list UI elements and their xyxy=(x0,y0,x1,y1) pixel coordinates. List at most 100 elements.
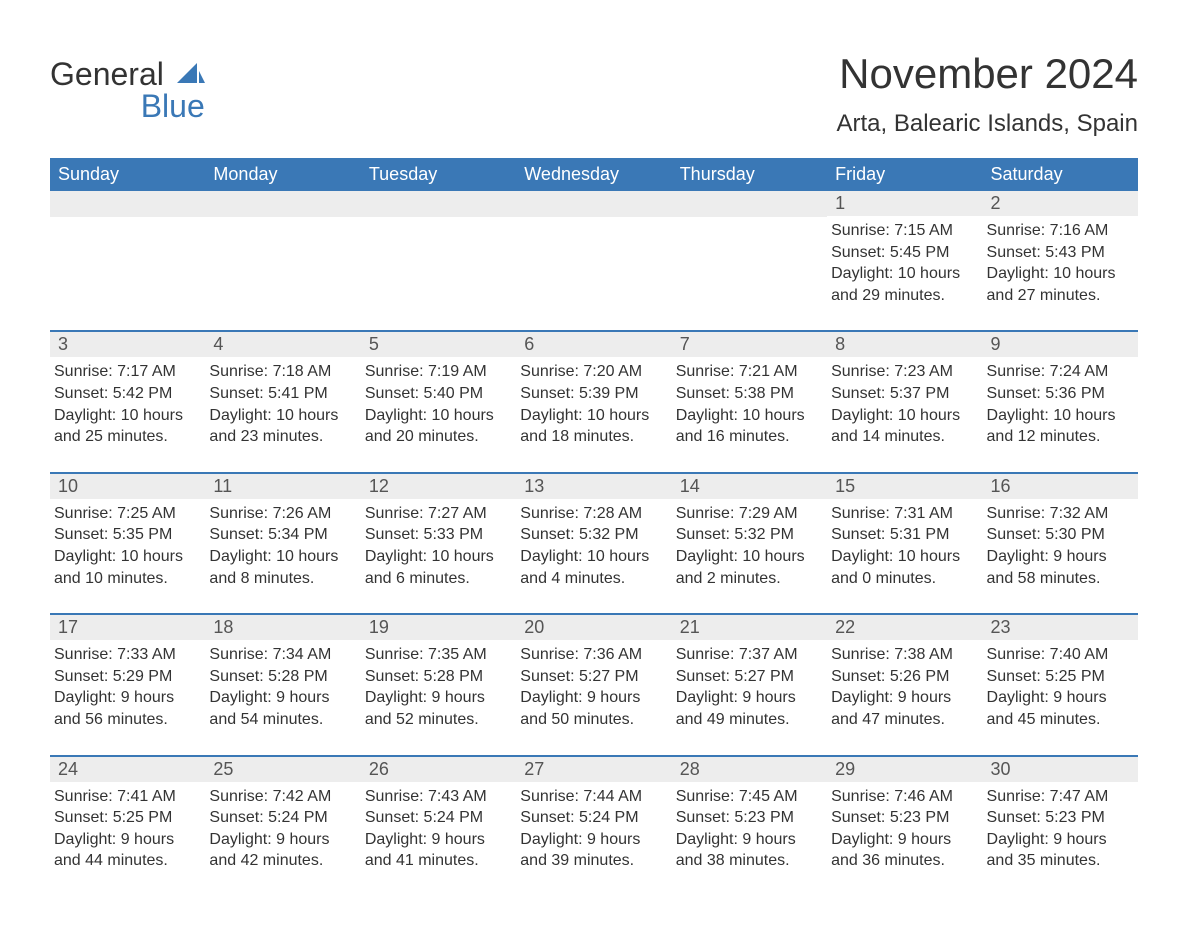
day-body: Sunrise: 7:36 AMSunset: 5:27 PMDaylight:… xyxy=(516,640,671,754)
brand-logo: General Blue xyxy=(50,58,205,122)
calendar-cell: 26Sunrise: 7:43 AMSunset: 5:24 PMDayligh… xyxy=(361,756,516,896)
calendar-week: 10Sunrise: 7:25 AMSunset: 5:35 PMDayligh… xyxy=(50,473,1138,614)
calendar-page: General Blue November 2024 Arta, Baleari… xyxy=(0,0,1188,936)
day-number: 9 xyxy=(983,332,1138,357)
daylight-line-1: Daylight: 10 hours xyxy=(831,263,974,285)
calendar-cell: 22Sunrise: 7:38 AMSunset: 5:26 PMDayligh… xyxy=(827,614,982,755)
calendar-cell: 24Sunrise: 7:41 AMSunset: 5:25 PMDayligh… xyxy=(50,756,205,896)
sunrise-line: Sunrise: 7:18 AM xyxy=(209,361,352,383)
day-number: 20 xyxy=(516,615,671,640)
sunrise-line: Sunrise: 7:15 AM xyxy=(831,220,974,242)
sunrise-line: Sunrise: 7:16 AM xyxy=(987,220,1130,242)
col-thursday: Thursday xyxy=(672,158,827,191)
sunrise-line: Sunrise: 7:47 AM xyxy=(987,786,1130,808)
day-number: 19 xyxy=(361,615,516,640)
day-body: Sunrise: 7:43 AMSunset: 5:24 PMDaylight:… xyxy=(361,782,516,896)
calendar-cell: 27Sunrise: 7:44 AMSunset: 5:24 PMDayligh… xyxy=(516,756,671,896)
daylight-line-1: Daylight: 9 hours xyxy=(676,829,819,851)
daylight-line-2: and 45 minutes. xyxy=(987,709,1130,731)
sunrise-line: Sunrise: 7:19 AM xyxy=(365,361,508,383)
sunset-line: Sunset: 5:30 PM xyxy=(987,524,1130,546)
day-number: 4 xyxy=(205,332,360,357)
daylight-line-1: Daylight: 10 hours xyxy=(831,405,974,427)
sunrise-line: Sunrise: 7:43 AM xyxy=(365,786,508,808)
day-body: Sunrise: 7:16 AMSunset: 5:43 PMDaylight:… xyxy=(983,216,1138,330)
sunset-line: Sunset: 5:23 PM xyxy=(676,807,819,829)
daylight-line-1: Daylight: 9 hours xyxy=(987,687,1130,709)
sunset-line: Sunset: 5:25 PM xyxy=(54,807,197,829)
daylight-line-2: and 14 minutes. xyxy=(831,426,974,448)
calendar-cell: 12Sunrise: 7:27 AMSunset: 5:33 PMDayligh… xyxy=(361,473,516,614)
day-body: Sunrise: 7:37 AMSunset: 5:27 PMDaylight:… xyxy=(672,640,827,754)
sunset-line: Sunset: 5:28 PM xyxy=(365,666,508,688)
daylight-line-1: Daylight: 9 hours xyxy=(831,829,974,851)
calendar-week: 24Sunrise: 7:41 AMSunset: 5:25 PMDayligh… xyxy=(50,756,1138,896)
day-number: 1 xyxy=(827,191,982,216)
day-body: Sunrise: 7:26 AMSunset: 5:34 PMDaylight:… xyxy=(205,499,360,613)
daylight-line-2: and 41 minutes. xyxy=(365,850,508,872)
day-body: Sunrise: 7:40 AMSunset: 5:25 PMDaylight:… xyxy=(983,640,1138,754)
day-body-empty xyxy=(516,217,671,327)
daylight-line-2: and 6 minutes. xyxy=(365,568,508,590)
sunset-line: Sunset: 5:29 PM xyxy=(54,666,197,688)
day-number: 11 xyxy=(205,474,360,499)
calendar-cell: 6Sunrise: 7:20 AMSunset: 5:39 PMDaylight… xyxy=(516,331,671,472)
day-body: Sunrise: 7:33 AMSunset: 5:29 PMDaylight:… xyxy=(50,640,205,754)
daylight-line-1: Daylight: 9 hours xyxy=(676,687,819,709)
daylight-line-1: Daylight: 9 hours xyxy=(209,687,352,709)
sunset-line: Sunset: 5:35 PM xyxy=(54,524,197,546)
calendar-cell: 11Sunrise: 7:26 AMSunset: 5:34 PMDayligh… xyxy=(205,473,360,614)
month-title: November 2024 xyxy=(837,50,1139,98)
day-number: 18 xyxy=(205,615,360,640)
calendar-week: 17Sunrise: 7:33 AMSunset: 5:29 PMDayligh… xyxy=(50,614,1138,755)
day-number: 3 xyxy=(50,332,205,357)
sunrise-line: Sunrise: 7:31 AM xyxy=(831,503,974,525)
calendar-cell: 14Sunrise: 7:29 AMSunset: 5:32 PMDayligh… xyxy=(672,473,827,614)
daylight-line-1: Daylight: 10 hours xyxy=(209,405,352,427)
daylight-line-2: and 42 minutes. xyxy=(209,850,352,872)
sunrise-line: Sunrise: 7:21 AM xyxy=(676,361,819,383)
sunset-line: Sunset: 5:32 PM xyxy=(520,524,663,546)
sunrise-line: Sunrise: 7:42 AM xyxy=(209,786,352,808)
day-number: 5 xyxy=(361,332,516,357)
sunrise-line: Sunrise: 7:28 AM xyxy=(520,503,663,525)
day-number: 30 xyxy=(983,757,1138,782)
calendar-cell: 10Sunrise: 7:25 AMSunset: 5:35 PMDayligh… xyxy=(50,473,205,614)
daylight-line-1: Daylight: 9 hours xyxy=(831,687,974,709)
calendar-cell: 30Sunrise: 7:47 AMSunset: 5:23 PMDayligh… xyxy=(983,756,1138,896)
daylight-line-2: and 23 minutes. xyxy=(209,426,352,448)
day-number: 22 xyxy=(827,615,982,640)
sunset-line: Sunset: 5:36 PM xyxy=(987,383,1130,405)
daylight-line-2: and 4 minutes. xyxy=(520,568,663,590)
day-number: 26 xyxy=(361,757,516,782)
brand-text: General Blue xyxy=(50,58,205,122)
sunset-line: Sunset: 5:32 PM xyxy=(676,524,819,546)
daylight-line-1: Daylight: 9 hours xyxy=(987,546,1130,568)
calendar-cell: 29Sunrise: 7:46 AMSunset: 5:23 PMDayligh… xyxy=(827,756,982,896)
calendar-body: 1Sunrise: 7:15 AMSunset: 5:45 PMDaylight… xyxy=(50,191,1138,896)
calendar-cell xyxy=(361,191,516,331)
day-body: Sunrise: 7:38 AMSunset: 5:26 PMDaylight:… xyxy=(827,640,982,754)
calendar-week: 1Sunrise: 7:15 AMSunset: 5:45 PMDaylight… xyxy=(50,191,1138,331)
sunset-line: Sunset: 5:34 PM xyxy=(209,524,352,546)
sunrise-line: Sunrise: 7:36 AM xyxy=(520,644,663,666)
daylight-line-2: and 52 minutes. xyxy=(365,709,508,731)
calendar-cell: 4Sunrise: 7:18 AMSunset: 5:41 PMDaylight… xyxy=(205,331,360,472)
daylight-line-2: and 0 minutes. xyxy=(831,568,974,590)
daylight-line-2: and 29 minutes. xyxy=(831,285,974,307)
day-number: 12 xyxy=(361,474,516,499)
calendar-cell: 5Sunrise: 7:19 AMSunset: 5:40 PMDaylight… xyxy=(361,331,516,472)
day-body: Sunrise: 7:46 AMSunset: 5:23 PMDaylight:… xyxy=(827,782,982,896)
sunrise-line: Sunrise: 7:23 AM xyxy=(831,361,974,383)
calendar-cell xyxy=(516,191,671,331)
day-body-empty xyxy=(205,217,360,327)
sunset-line: Sunset: 5:25 PM xyxy=(987,666,1130,688)
day-number: 25 xyxy=(205,757,360,782)
day-body-empty xyxy=(361,217,516,327)
calendar-cell: 16Sunrise: 7:32 AMSunset: 5:30 PMDayligh… xyxy=(983,473,1138,614)
col-sunday: Sunday xyxy=(50,158,205,191)
day-number: 13 xyxy=(516,474,671,499)
day-body: Sunrise: 7:17 AMSunset: 5:42 PMDaylight:… xyxy=(50,357,205,471)
day-number: 23 xyxy=(983,615,1138,640)
daylight-line-2: and 49 minutes. xyxy=(676,709,819,731)
